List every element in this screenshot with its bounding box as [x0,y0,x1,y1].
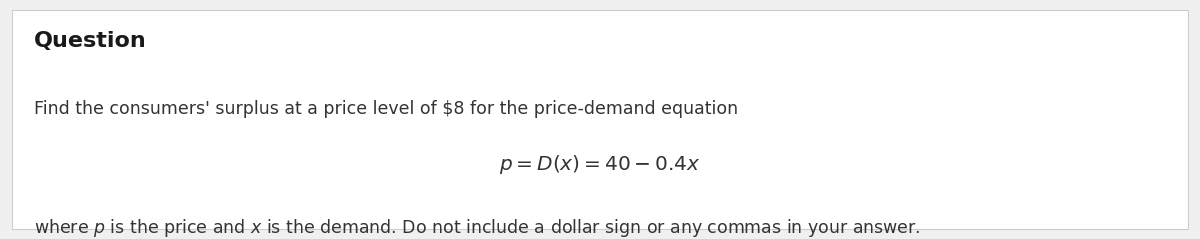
Text: Find the consumers' surplus at a price level of $8 for the price-demand equation: Find the consumers' surplus at a price l… [34,100,738,118]
Text: where $p$ is the price and $x$ is the demand. Do not include a dollar sign or an: where $p$ is the price and $x$ is the de… [34,217,920,239]
Text: $p = D(x) = 40 - 0.4x$: $p = D(x) = 40 - 0.4x$ [499,153,701,176]
FancyBboxPatch shape [12,10,1188,229]
Text: Question: Question [34,31,146,51]
